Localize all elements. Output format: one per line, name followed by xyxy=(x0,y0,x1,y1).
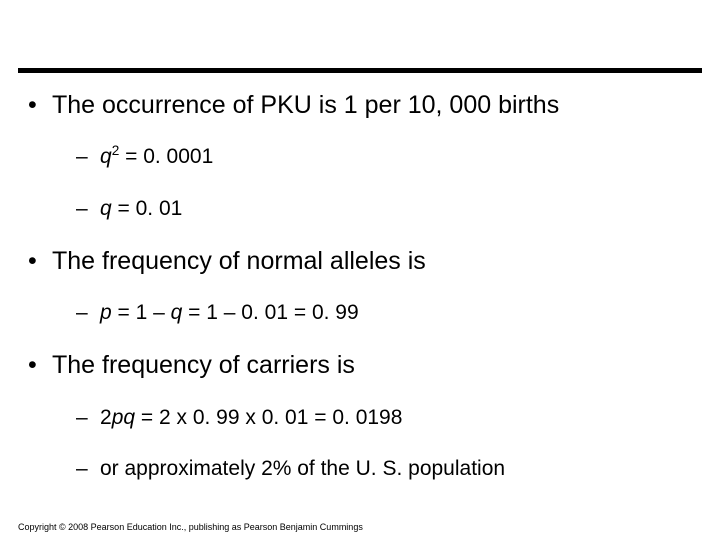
text-line: The frequency of normal alleles is xyxy=(52,246,426,277)
text-line: 2pq = 2 x 0. 99 x 0. 01 = 0. 0198 xyxy=(100,404,402,431)
list-item: • The frequency of carriers is xyxy=(28,350,698,381)
text-line: p = 1 – q = 1 – 0. 01 = 0. 99 xyxy=(100,299,359,326)
bullet-level1: • xyxy=(28,246,52,277)
horizontal-rule xyxy=(18,68,702,73)
list-item: • The frequency of normal alleles is xyxy=(28,246,698,277)
copyright-text: Copyright © 2008 Pearson Education Inc.,… xyxy=(18,522,363,532)
bullet-level2: – xyxy=(76,299,100,326)
bullet-level2: – xyxy=(76,195,100,222)
bullet-level2: – xyxy=(76,404,100,431)
list-item: – 2pq = 2 x 0. 99 x 0. 01 = 0. 0198 xyxy=(76,404,698,431)
list-item: • The occurrence of PKU is 1 per 10, 000… xyxy=(28,90,698,121)
text-line: The occurrence of PKU is 1 per 10, 000 b… xyxy=(52,90,559,121)
list-item: – q2 = 0. 0001 xyxy=(76,143,698,170)
text-line: or approximately 2% of the U. S. populat… xyxy=(100,455,505,482)
bullet-level2: – xyxy=(76,455,100,482)
bullet-level1: • xyxy=(28,90,52,121)
bullet-level1: • xyxy=(28,350,52,381)
text-line: q2 = 0. 0001 xyxy=(100,143,213,170)
list-item: – or approximately 2% of the U. S. popul… xyxy=(76,455,698,482)
bullet-level2: – xyxy=(76,143,100,170)
text-line: The frequency of carriers is xyxy=(52,350,355,381)
list-item: – p = 1 – q = 1 – 0. 01 = 0. 99 xyxy=(76,299,698,326)
slide-content: • The occurrence of PKU is 1 per 10, 000… xyxy=(28,90,698,496)
text-line: q = 0. 01 xyxy=(100,195,182,222)
list-item: – q = 0. 01 xyxy=(76,195,698,222)
